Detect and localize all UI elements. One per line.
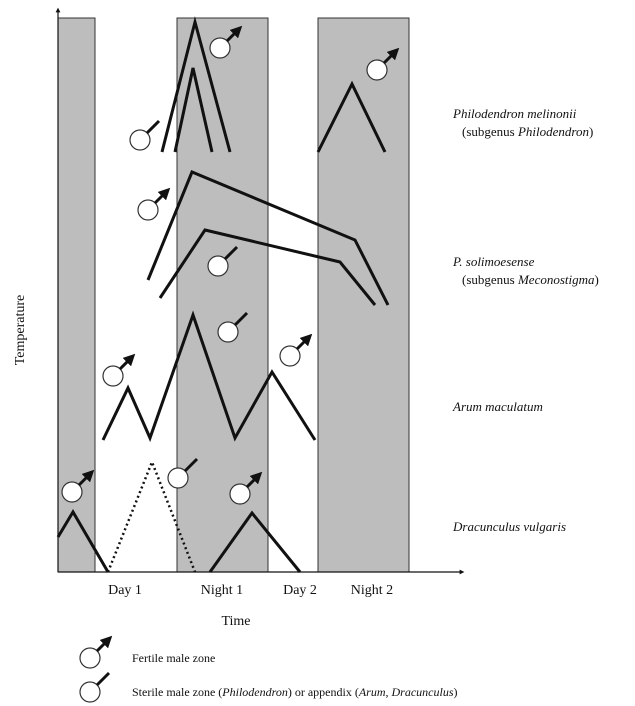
- legend-text: Fertile male zone: [132, 651, 215, 665]
- night-band: [57, 17, 96, 573]
- curve: [160, 16, 232, 153]
- species-name: Philodendron melinonii: [452, 106, 577, 121]
- curve: [101, 310, 317, 443]
- species-name: P. solimoesense: [452, 254, 535, 269]
- curve: [173, 67, 214, 153]
- y-axis-label: Temperature: [13, 295, 28, 366]
- period-label: Day 1: [108, 583, 142, 598]
- text: Arum, Dracunculus: [358, 685, 454, 699]
- period-label: Night 2: [351, 583, 393, 598]
- period-label: Night 1: [201, 583, 243, 598]
- text: Meconostigma: [517, 272, 595, 287]
- text: ) or appendix (: [288, 685, 359, 699]
- subgenus: (subgenus Philodendron): [462, 124, 593, 139]
- sterile-symbol: [128, 119, 161, 152]
- text: ): [454, 685, 458, 699]
- text: ): [589, 124, 593, 139]
- text: (subgenus: [462, 272, 518, 287]
- curve: [208, 510, 302, 573]
- curves: [56, 16, 390, 573]
- period-label: Day 2: [283, 583, 317, 598]
- fertile-symbol: [138, 192, 166, 220]
- curve: [316, 80, 387, 153]
- text: Philodendron: [221, 685, 288, 699]
- fertile-symbol: [280, 338, 308, 366]
- text: Sterile male zone (: [132, 685, 222, 699]
- night-band: [317, 17, 410, 573]
- text: Philodendron: [517, 124, 589, 139]
- curve: [56, 509, 110, 573]
- species-name: Arum maculatum: [452, 399, 543, 414]
- legend-sterile-symbol: [78, 671, 111, 704]
- legend-fertile-symbol: [80, 640, 108, 668]
- curve: [158, 228, 377, 306]
- fertile-symbol: [103, 358, 131, 386]
- text: (subgenus: [462, 124, 518, 139]
- text: ): [595, 272, 599, 287]
- legend-text: Sterile male zone (Philodendron) or appe…: [132, 685, 458, 699]
- curve: [146, 170, 390, 306]
- subgenus: (subgenus Meconostigma): [462, 272, 599, 287]
- x-axis-label: Time: [221, 614, 250, 629]
- species-name: Dracunculus vulgaris: [452, 519, 566, 534]
- night-band: [176, 17, 269, 573]
